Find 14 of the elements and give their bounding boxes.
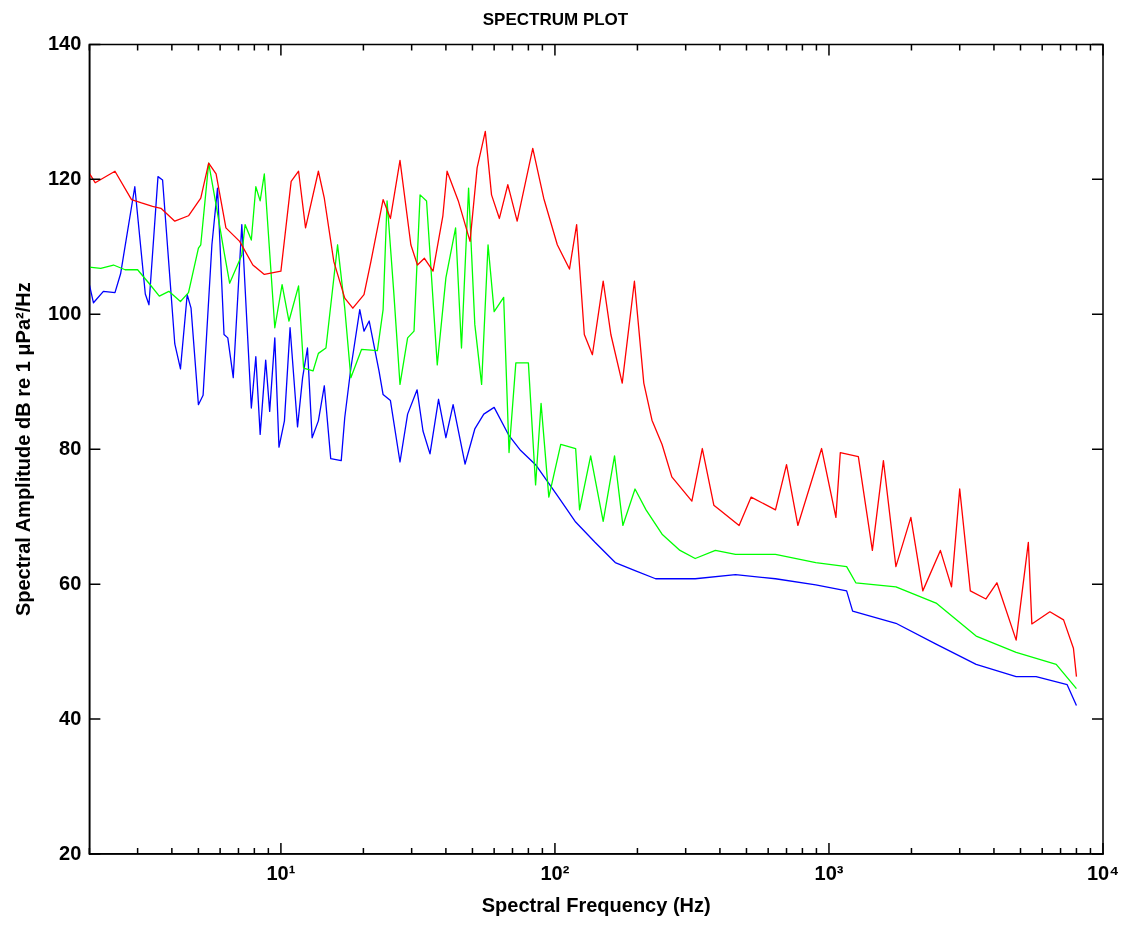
y-axis-title: Spectral Amplitude dB re 1 μPa²/Hz bbox=[11, 282, 34, 617]
x-axis-title: Spectral Frequency (Hz) bbox=[481, 893, 711, 916]
x-tick-label: 10¹ bbox=[266, 861, 296, 884]
y-tick-label: 140 bbox=[47, 31, 82, 54]
y-tick-label: 60 bbox=[59, 571, 82, 594]
y-tick-label: 80 bbox=[59, 436, 82, 459]
x-tick-label: 10² bbox=[540, 861, 570, 884]
y-tick-label: 40 bbox=[59, 706, 82, 729]
x-tick-label: 10⁴ bbox=[1086, 861, 1120, 884]
x-tick-label: 10³ bbox=[814, 861, 844, 884]
y-tick-label: 120 bbox=[47, 166, 82, 189]
chart-title: SPECTRUM PLOT bbox=[482, 9, 629, 29]
y-tick-label: 100 bbox=[47, 301, 82, 324]
y-tick-label: 20 bbox=[59, 841, 82, 864]
